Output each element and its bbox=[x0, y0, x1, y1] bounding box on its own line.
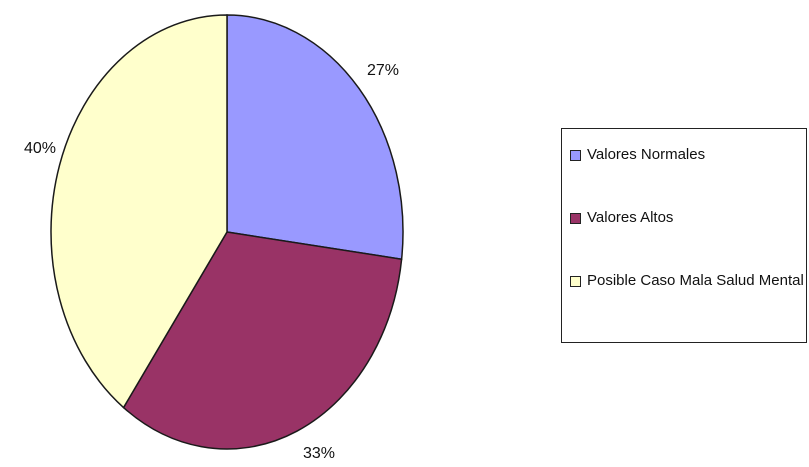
legend-item-posible-caso: Posible Caso Mala Salud Mental bbox=[570, 271, 809, 290]
legend-item-valores-altos: Valores Altos bbox=[570, 208, 809, 227]
legend-swatch-valores-normales bbox=[570, 150, 581, 161]
pie-labels: 27% 33% 40% bbox=[24, 62, 399, 462]
pie-slice-valores-normales bbox=[226, 14, 404, 261]
legend-item-valores-normales: Valores Normales bbox=[570, 145, 809, 164]
legend-swatch-posible-caso bbox=[570, 276, 581, 287]
pie-slice-valores-altos bbox=[122, 231, 403, 450]
pie-slice-posible-caso-mala-salud-mental bbox=[50, 14, 228, 409]
data-label-valores-normales: 27% bbox=[367, 62, 399, 79]
legend-swatch-valores-altos bbox=[570, 213, 581, 224]
chart-legend: Valores Normales Valores Altos Posible C… bbox=[561, 128, 807, 343]
legend-label-valores-altos: Valores Altos bbox=[587, 209, 674, 226]
data-label-posible-caso-mala-salud-mental: 40% bbox=[24, 140, 56, 157]
legend-label-posible-caso: Posible Caso Mala Salud Mental bbox=[587, 272, 804, 289]
legend-label-valores-normales: Valores Normales bbox=[587, 146, 706, 163]
pie-slices bbox=[50, 14, 404, 450]
data-label-valores-altos: 33% bbox=[303, 445, 335, 462]
